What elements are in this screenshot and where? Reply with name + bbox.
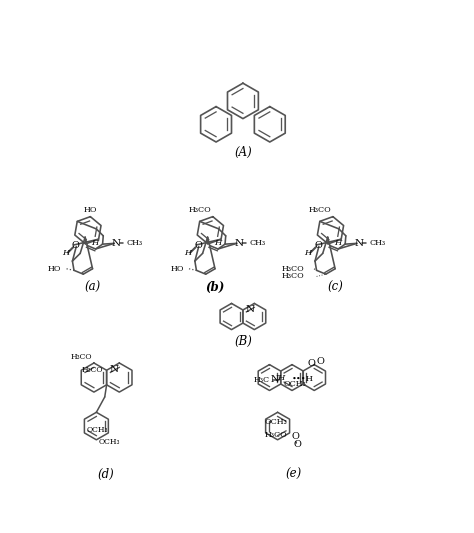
Text: H₃CO: H₃CO	[264, 431, 287, 439]
Text: N: N	[355, 239, 364, 248]
Text: CH₃: CH₃	[249, 239, 265, 247]
Text: HO: HO	[171, 265, 184, 273]
Text: (d): (d)	[98, 468, 115, 481]
Text: (A): (A)	[234, 146, 252, 159]
Text: O: O	[308, 359, 316, 368]
Text: (b): (b)	[205, 281, 225, 294]
Text: OCH₃: OCH₃	[283, 380, 306, 388]
Text: (a): (a)	[84, 281, 100, 294]
Text: H₃CO: H₃CO	[282, 265, 304, 273]
Text: •••H: •••H	[292, 375, 314, 383]
Text: O: O	[72, 241, 80, 250]
Text: H: H	[91, 239, 99, 247]
Text: H: H	[304, 248, 311, 256]
Text: H: H	[334, 239, 341, 247]
Text: N: N	[245, 305, 255, 314]
Text: H₃CO: H₃CO	[71, 352, 92, 360]
Text: OCH₃: OCH₃	[264, 418, 287, 426]
Text: N: N	[109, 365, 118, 374]
Text: H₃CO: H₃CO	[282, 272, 304, 280]
Text: (c): (c)	[327, 281, 343, 294]
Text: CH₃: CH₃	[127, 239, 143, 247]
Text: H: H	[184, 248, 191, 256]
Text: H₃C: H₃C	[253, 376, 269, 384]
Text: CH₃: CH₃	[369, 239, 385, 247]
Text: N: N	[235, 239, 244, 248]
Text: H: H	[214, 239, 221, 247]
Text: H: H	[277, 374, 284, 382]
Text: HO: HO	[83, 206, 97, 214]
Text: HO: HO	[48, 265, 62, 273]
Text: O: O	[292, 432, 300, 441]
Text: H: H	[62, 248, 69, 256]
Text: H₃CO: H₃CO	[309, 206, 331, 214]
Text: H₃CO: H₃CO	[82, 366, 103, 374]
Text: H₃CO: H₃CO	[189, 206, 211, 214]
Text: O: O	[314, 241, 322, 250]
Text: O: O	[194, 241, 202, 250]
Text: OCH₃: OCH₃	[87, 426, 109, 434]
Text: N: N	[271, 375, 279, 384]
Text: (B): (B)	[234, 335, 252, 349]
Text: O: O	[316, 357, 324, 366]
Text: (e): (e)	[286, 468, 302, 481]
Text: O: O	[293, 440, 301, 449]
Text: N: N	[112, 239, 121, 248]
Text: OCH₃: OCH₃	[99, 438, 120, 446]
